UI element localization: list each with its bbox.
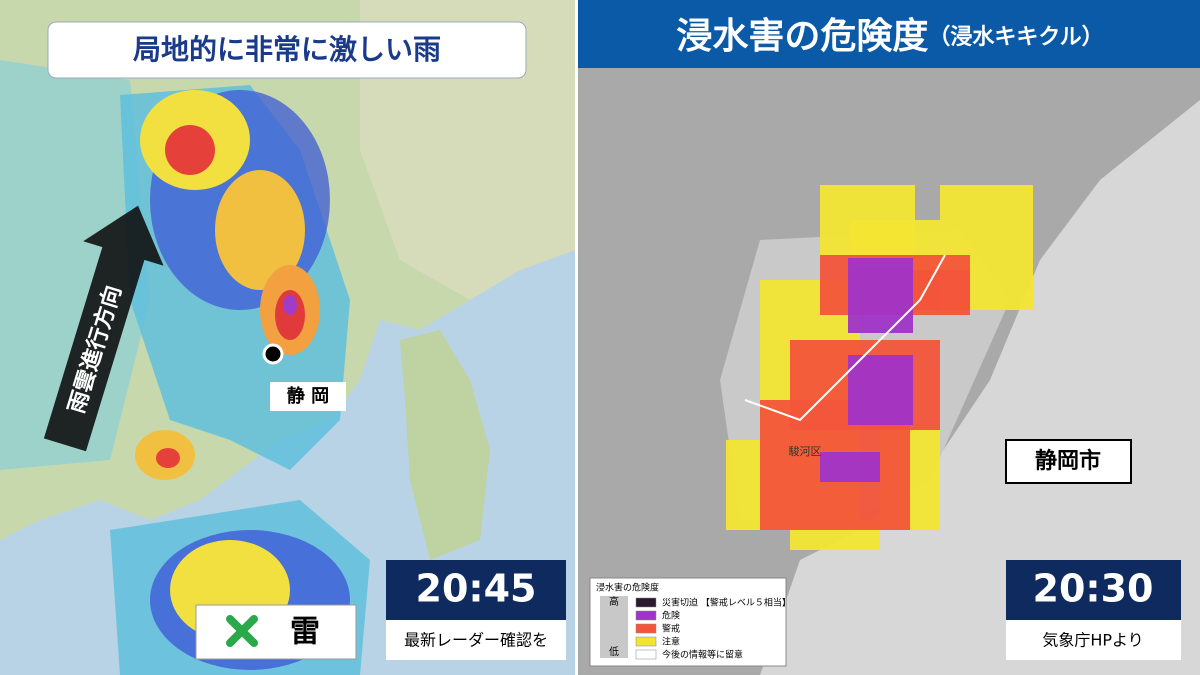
header-main: 浸水害の危険度 — [676, 16, 928, 57]
warning-label: 雷 — [290, 615, 320, 650]
place-label: 静 岡 — [287, 385, 329, 407]
divider — [575, 0, 578, 675]
peninsula — [400, 330, 490, 560]
legend-swatch — [635, 623, 657, 634]
legend-label: 警戒 — [662, 623, 680, 635]
time-box — [1006, 560, 1181, 620]
caption-box — [1006, 620, 1181, 660]
legend-label: 今後の情報等に留意 — [662, 649, 743, 661]
title: 局地的に非常に激しい雨 — [133, 33, 441, 66]
legend-label: 危険 — [662, 610, 680, 622]
legend-swatch — [635, 649, 657, 660]
time: 20:45 — [416, 567, 537, 611]
radar-extreme — [283, 295, 297, 315]
city-box — [1005, 439, 1132, 484]
warning-icon — [226, 615, 258, 647]
header-bar — [578, 0, 1200, 68]
caption: 最新レーダー確認を — [404, 631, 548, 650]
radar-intense — [165, 125, 215, 175]
river — [744, 254, 946, 422]
legend-swatch — [635, 636, 657, 647]
caption-box — [386, 620, 566, 660]
caption: 気象庁HPより — [1042, 631, 1143, 650]
time-box — [386, 560, 566, 620]
header-sub: （浸水キキクル） — [928, 25, 1103, 50]
title-box — [47, 21, 527, 79]
header-title: 浸水害の危険度（浸水キキクル） — [676, 16, 1103, 57]
radar-heavy — [215, 170, 305, 290]
time: 20:30 — [1033, 567, 1154, 611]
legend-high: 高 — [609, 595, 619, 608]
legend-label: 災害切迫 【警戒レベル５相当】 — [662, 597, 791, 609]
legend-scale — [600, 596, 628, 658]
legend-swatch — [635, 597, 657, 608]
legend: 浸水害の危険度 高 低 災害切迫 【警戒レベル５相当】危険警戒注意今後の情報等に… — [589, 577, 791, 667]
legend-title: 浸水害の危険度 — [596, 582, 659, 594]
arrow-shape — [43, 205, 164, 452]
radar-light — [0, 60, 150, 470]
legend-swatch — [635, 610, 657, 621]
city-label: 静岡市 — [1035, 448, 1101, 474]
place-box — [270, 382, 346, 411]
risk-grid — [726, 185, 1033, 550]
warning-box — [195, 604, 357, 660]
risk-cell — [820, 452, 880, 482]
legend-low: 低 — [609, 645, 619, 658]
risk-cell — [848, 355, 913, 425]
location-dot — [262, 343, 284, 365]
ward-label: 駿河区 — [789, 444, 822, 458]
legend-label: 注意 — [662, 636, 680, 648]
radar-map — [0, 0, 575, 675]
risk-cell — [848, 258, 913, 333]
radar-intense — [156, 448, 180, 468]
